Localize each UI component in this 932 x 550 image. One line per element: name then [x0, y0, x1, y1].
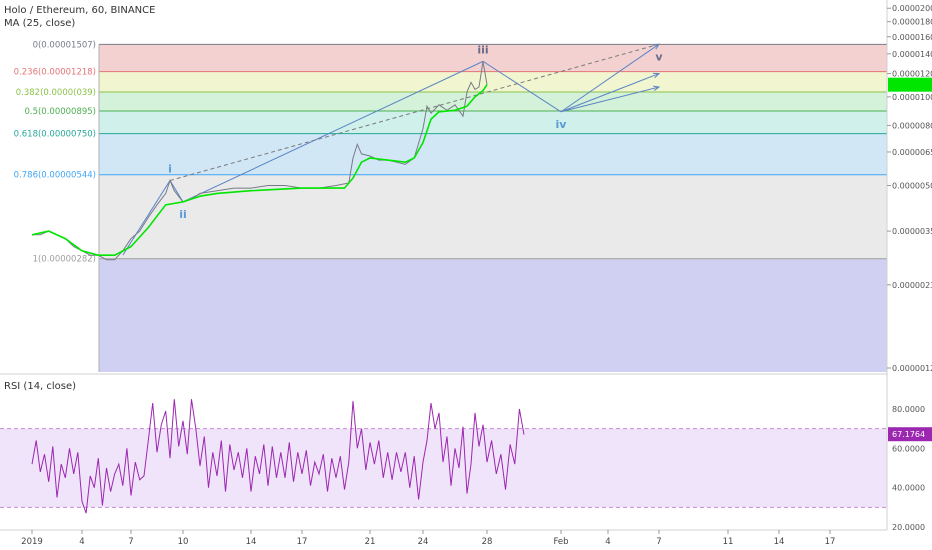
- time-tick-label: Feb: [553, 537, 568, 547]
- projection-line: [560, 86, 660, 113]
- rsi-last-badge: [888, 427, 932, 442]
- time-tick-label: 7: [656, 537, 661, 547]
- fib-level-label: 0(0.00001507): [33, 40, 96, 50]
- time-tick-label: 14: [246, 537, 257, 547]
- rsi-legend-box: RSI (14, close): [4, 380, 76, 393]
- fib-zone: [99, 174, 887, 259]
- fib-level-label: 0.5(0.00000895): [24, 107, 96, 117]
- rsi-legend: RSI (14, close): [4, 381, 77, 392]
- wave-label: iii: [477, 43, 488, 56]
- price-tick-label: 0.00001800: [892, 18, 932, 27]
- fib-zone: [99, 133, 887, 175]
- wave-label: i: [168, 162, 172, 175]
- fib-level-label: 0.786(0.00000544): [14, 171, 96, 181]
- price-tick-label: 0.00002000: [892, 4, 932, 13]
- price-last-badge: [888, 77, 932, 92]
- price-tick-label: 0.00000350: [892, 227, 932, 236]
- projection-line: [560, 73, 660, 113]
- time-tick-label: 11: [723, 537, 734, 547]
- wave-label: ii: [179, 208, 187, 221]
- fib-zone: [99, 71, 887, 92]
- rsi-tick-label: 80.0000: [892, 405, 925, 414]
- fib-zone: [99, 111, 887, 134]
- main-legend: Holo / Ethereum, 60, BINANCE MA (25, clo…: [4, 4, 155, 30]
- price-tick-label: 0.00000650: [892, 148, 932, 157]
- rsi-band: [0, 428, 887, 508]
- price-tick-label: 0.00000230: [892, 281, 932, 290]
- time-tick-label: 14: [774, 537, 785, 547]
- wave-label: iv: [556, 118, 568, 131]
- chart-frame: [0, 0, 888, 531]
- time-tick-label: 4: [605, 537, 610, 547]
- chart-labels: 67.1764: [888, 77, 932, 442]
- rsi-tick-label: 60.0000: [892, 444, 925, 453]
- time-tick-label: 2019: [21, 537, 43, 547]
- fib-zone: [99, 44, 887, 72]
- projection-arrowhead: [652, 72, 661, 79]
- rsi-line: [31, 399, 525, 514]
- fib-zone: [99, 258, 887, 372]
- rsi-tick-label: 20.0000: [892, 523, 925, 532]
- ma-line: [31, 84, 488, 256]
- time-tick-label: 4: [79, 537, 84, 547]
- time-tick-label: 7: [128, 537, 133, 547]
- rsi-tick-label: 40.0000: [892, 484, 925, 493]
- fibonacci-retracement: 0(0.00001507) 0.236(0.00001218) 0.382(0.00…: [14, 40, 887, 372]
- price-line: [32, 61, 488, 261]
- fib-level-label: 0.382(0.0000(039): [16, 88, 96, 98]
- time-tick-label: 10: [178, 537, 189, 547]
- time-tick-label: 21: [365, 537, 376, 547]
- price-tick-label: 0.00000800: [892, 121, 932, 130]
- fib-level-label: 0.236(0.00001218): [14, 68, 96, 78]
- time-tick-label: 17: [825, 537, 836, 547]
- price-tick-label: 0.00000120: [892, 364, 932, 373]
- time-tick-label: 17: [297, 537, 308, 547]
- ma-legend: MA (25, close): [4, 18, 76, 29]
- projection-arrowhead: [652, 85, 661, 92]
- trend-dashed-line: [169, 43, 660, 181]
- projection-arrowhead: [653, 43, 661, 50]
- fib-level-label: 0.618(0.00000750): [14, 130, 96, 140]
- price-tick-label: 0.00001400: [892, 50, 932, 59]
- rsi-series-group: [31, 399, 525, 514]
- fib-zone: [99, 91, 887, 112]
- price-tick-label: 0.00001200: [892, 70, 932, 79]
- wave-label: v: [655, 50, 663, 63]
- chart-title: Holo / Ethereum, 60, BINANCE: [4, 5, 156, 16]
- axes: 0.00000120 0.00000230 0.00000350 0.00000500…: [21, 4, 932, 547]
- price-tick-label: 0.00000500: [892, 182, 932, 191]
- fib-level-label: 1(0.00000282): [33, 255, 96, 265]
- time-tick-label: 28: [482, 537, 493, 547]
- rsi-band-fill: [0, 428, 887, 508]
- time-tick-label: 24: [418, 537, 429, 547]
- rsi-last-value: 67.1764: [892, 430, 925, 439]
- price-tick-label: 0.00001000: [892, 93, 932, 102]
- price-tick-label: 0.00001600: [892, 33, 932, 42]
- projection-line: [560, 43, 660, 113]
